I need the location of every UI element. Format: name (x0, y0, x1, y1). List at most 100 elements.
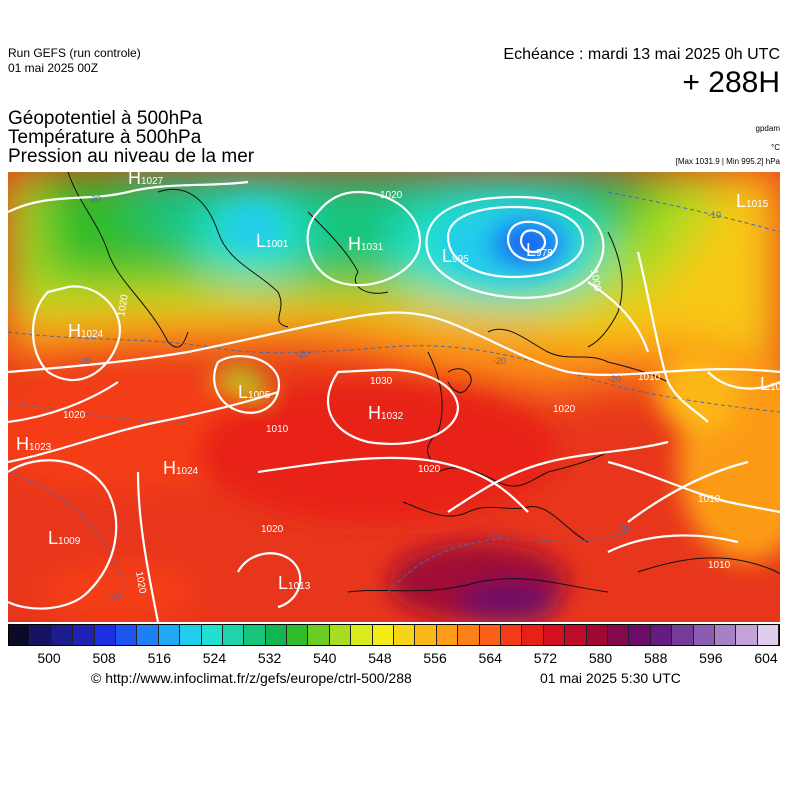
color-scale-cell (351, 625, 373, 645)
scale-tick-label: 588 (644, 650, 668, 666)
isobar-label: 1020 (380, 190, 403, 201)
scale-tick-label: 596 (699, 650, 723, 666)
center-label: H1031 (348, 234, 384, 254)
title-pressure: Pression au niveau de la mer (8, 146, 255, 167)
temp-label: -20 (88, 194, 101, 204)
isobar-label: 1030 (370, 376, 393, 387)
color-scale-cell (30, 625, 52, 645)
color-scale-cell (586, 625, 608, 645)
color-scale-cell (522, 625, 544, 645)
pressure-centres: H1027 L1001 H1031 L995 L978 L1015 H1024 … (16, 172, 780, 593)
scale-tick-label: 516 (147, 650, 171, 666)
color-scale-cell (329, 625, 352, 645)
isobar-label: 1020 (63, 410, 86, 421)
color-scale-cell (287, 625, 309, 645)
scale-tick-label: 508 (92, 650, 116, 666)
temp-label: -20 (296, 349, 309, 359)
map-titles: Géopotentiel à 500hPa Température à 500h… (8, 109, 254, 166)
center-label: L1009 (760, 374, 780, 394)
run-model: Run GEFS (run controle) (8, 46, 141, 60)
unit-gpdam: gpdam (755, 124, 780, 133)
center-label: L1013 (278, 573, 311, 593)
color-scale-cell (479, 625, 501, 645)
scale-tick-label: 532 (257, 650, 282, 666)
scale-tick-label: 572 (533, 650, 558, 666)
center-label: H1023 (16, 434, 52, 454)
color-scale-cell (693, 625, 715, 645)
center-label: H1027 (128, 172, 164, 188)
center-label: H1024 (68, 321, 104, 341)
color-scale-cell (394, 625, 416, 645)
color-scale-cell (672, 625, 694, 645)
color-scale-cell (9, 625, 31, 645)
color-scale-cell (565, 625, 587, 645)
source-url[interactable]: © http://www.infoclimat.fr/z/gefs/europe… (91, 670, 412, 686)
color-scale-cell (436, 625, 459, 645)
isobar-label: 1010 (708, 560, 731, 571)
color-scale-cell (650, 625, 673, 645)
weather-map[interactable]: H1027 L1001 H1031 L995 L978 L1015 H1024 … (8, 172, 780, 622)
run-date: 01 mai 2025 00Z (8, 61, 99, 75)
title-geopotential: Géopotentiel à 500hPa (8, 108, 203, 129)
center-label: L1015 (736, 191, 769, 211)
color-scale-cell (244, 625, 266, 645)
isobar-label: 1000 (588, 269, 603, 293)
color-scale-cell (94, 625, 116, 645)
color-scale-cell (265, 625, 288, 645)
color-scale-cell (415, 625, 437, 645)
center-label: L1005 (238, 382, 271, 402)
isobar-label: 1020 (261, 524, 284, 535)
isobars (8, 180, 780, 622)
isobar-label: 1020 (553, 404, 576, 415)
title-temperature: Température à 500hPa (8, 127, 202, 148)
scale-tick-label: 540 (313, 650, 337, 666)
temperature-isotherms (8, 191, 780, 593)
color-scale-bar (8, 624, 780, 646)
color-scale-cell (51, 625, 74, 645)
temperature-labels: -20 -20 -20 -20 -10 -20 -10 -20 -10 (78, 194, 721, 601)
color-scale-cell (543, 625, 566, 645)
temp-label: -20 (493, 356, 506, 366)
color-scale-cell (137, 625, 159, 645)
map-svg: H1027 L1001 H1031 L995 L978 L1015 H1024 … (8, 172, 780, 622)
color-scale-cell (500, 625, 523, 645)
color-scale-cell (714, 625, 737, 645)
color-scale-cell (308, 625, 330, 645)
geopotential-field: H1027 L1001 H1031 L995 L978 L1015 H1024 … (8, 172, 780, 622)
center-label: L995 (442, 246, 469, 266)
temp-label: -10 (708, 210, 721, 220)
scale-tick-label: 500 (37, 650, 61, 666)
isobar-label: 1010 (638, 372, 661, 383)
issued-time: 01 mai 2025 5:30 UTC (540, 670, 681, 686)
isobar-label: 1010 (266, 424, 289, 435)
color-scale-cell (629, 625, 651, 645)
run-info: Run GEFS (run controle) 01 mai 2025 00Z (8, 46, 141, 76)
isobar-labels: 1020 1000 1020 1020 1010 1030 1020 1020 … (63, 190, 731, 595)
color-scale-cell (73, 625, 95, 645)
temp-label: -10 (488, 532, 501, 542)
scale-tick-label: 564 (478, 650, 502, 666)
color-scale-cell (158, 625, 181, 645)
isobar-label: 1020 (133, 571, 148, 595)
color-scale-cell (222, 625, 245, 645)
lead-time: + 288H (682, 66, 780, 99)
color-scale-cell (180, 625, 202, 645)
color-scale-cell (115, 625, 138, 645)
scale-tick-label: 580 (588, 650, 613, 666)
scale-tick-label: 524 (202, 650, 227, 666)
center-label: H1024 (163, 458, 199, 478)
scale-tick-label: 548 (368, 650, 392, 666)
pressure-range: [Max 1031.9 | Min 995.2] hPa (675, 157, 780, 166)
scale-tick-label: 604 (754, 650, 778, 666)
color-scale-cell (736, 625, 758, 645)
coastlines (67, 172, 780, 593)
isobar-label: 1010 (698, 494, 721, 505)
temp-label: -20 (608, 374, 621, 384)
color-scale-cell (458, 625, 480, 645)
unit-celsius: °C (771, 143, 780, 152)
color-scale-cell (372, 625, 395, 645)
color-scale-cell (757, 625, 780, 645)
center-label: L1009 (48, 528, 81, 548)
center-label: L978 (526, 240, 553, 260)
temp-label: -10 (108, 591, 121, 601)
